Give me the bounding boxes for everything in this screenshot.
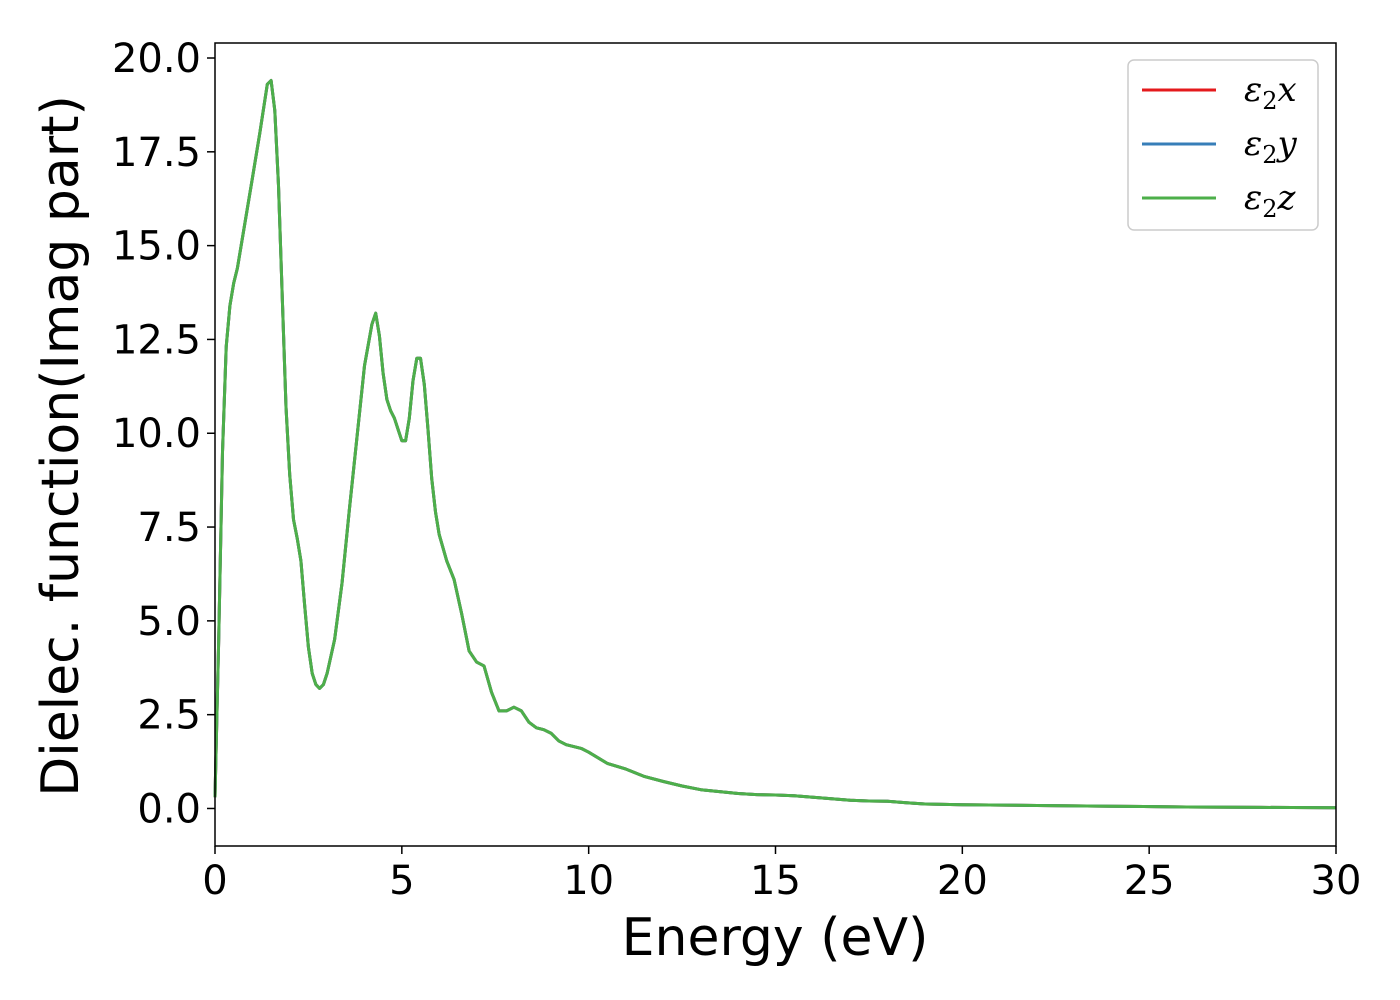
x-axis-label: Energy (eV) xyxy=(622,908,929,968)
x-axis: 0 5 10 15 20 25 30 xyxy=(202,846,1361,904)
y-tick-label: 15.0 xyxy=(112,224,201,270)
y-axis-label: Dielec. function(Imag part) xyxy=(31,95,91,797)
legend-box xyxy=(1127,59,1319,231)
series-line-z xyxy=(213,79,1337,810)
x-tick-label: 15 xyxy=(750,858,801,904)
y-tick-label: 20.0 xyxy=(112,36,201,82)
y-tick-label: 5.0 xyxy=(137,599,201,645)
y-tick-label: 12.5 xyxy=(112,317,201,363)
x-tick-label: 5 xyxy=(389,858,414,904)
y-tick-label: 17.5 xyxy=(112,130,201,176)
x-tick-label: 30 xyxy=(1311,858,1362,904)
y-tick-label: 10.0 xyxy=(112,411,201,457)
x-tick-label: 10 xyxy=(563,858,614,904)
y-tick-label: 2.5 xyxy=(137,693,201,739)
x-tick-label: 0 xyxy=(202,858,227,904)
y-axis: 0.0 2.5 5.0 7.5 10.0 12.5 15.0 17.5 20.0 xyxy=(112,36,215,832)
x-tick-label: 25 xyxy=(1124,858,1175,904)
legend-label-x: ε2x xyxy=(1244,70,1297,115)
y-tick-label: 0.0 xyxy=(137,786,201,832)
y-tick-label: 7.5 xyxy=(137,505,201,551)
series-layer xyxy=(213,79,1337,810)
x-tick-label: 20 xyxy=(937,858,988,904)
